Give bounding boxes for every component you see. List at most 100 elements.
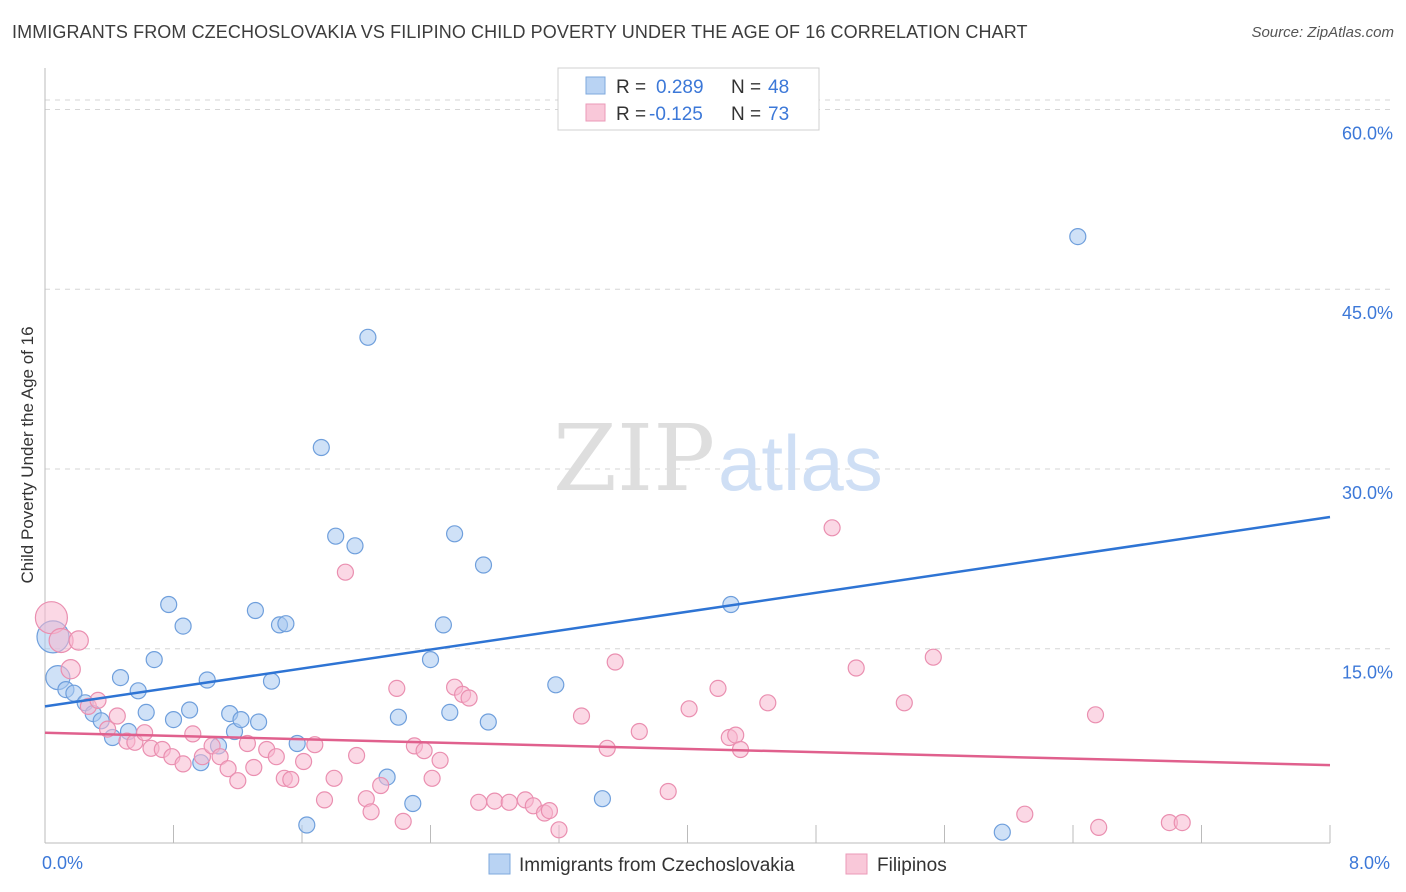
point-filipinos-61 [727, 726, 745, 744]
point-filipinos-70 [1090, 818, 1108, 837]
point-czechoslovakia-24 [250, 713, 268, 731]
point-filipinos-15 [184, 725, 202, 743]
trend-lines [44, 515, 1331, 767]
legend-swatch-czechoslovakia [585, 76, 606, 95]
point-filipinos-51 [540, 801, 559, 820]
watermark-atlas: atlas [718, 419, 883, 507]
point-filipinos-29 [315, 791, 334, 809]
x-ticks [44, 825, 1331, 843]
point-filipinos-45 [470, 793, 488, 811]
correlation-legend: R = 0.289 N = 48 R = -0.125 N = 73 [557, 67, 820, 131]
legend-swatch-filipinos [585, 103, 606, 122]
point-filipinos-35 [372, 776, 390, 795]
point-czechoslovakia-25 [262, 672, 281, 690]
point-filipinos-55 [606, 653, 624, 671]
point-czechoslovakia-11 [137, 703, 155, 722]
point-filipinos-30 [325, 769, 343, 787]
point-czechoslovakia-30 [312, 438, 330, 457]
y-tick-label-15: 15.0% [1342, 663, 1393, 683]
point-filipinos-54 [598, 739, 616, 757]
point-filipinos-46 [486, 792, 504, 810]
point-filipinos-64 [823, 519, 841, 537]
point-filipinos-31 [336, 563, 354, 581]
y-tick-label-60: 60.0% [1342, 123, 1393, 143]
point-czechoslovakia-14 [164, 710, 183, 729]
point-czechoslovakia-18 [198, 671, 216, 689]
x-tick-label-max: 8.0% [1349, 853, 1390, 873]
point-czechoslovakia-33 [359, 328, 377, 346]
series-legend: Immigrants from Czechoslovakia Filipinos [488, 853, 947, 876]
point-filipinos-3 [60, 659, 81, 680]
y-axis-label: Child Poverty Under the Age of 16 [18, 326, 37, 583]
point-czechoslovakia-29 [298, 816, 316, 834]
trend-line-filipinos [44, 731, 1331, 767]
point-czechoslovakia-27 [277, 615, 295, 633]
point-filipinos-19 [219, 760, 237, 778]
point-filipinos-34 [362, 803, 380, 821]
point-czechoslovakia-47 [1069, 228, 1087, 246]
gridlines [45, 99, 1395, 650]
point-filipinos-7 [108, 707, 126, 725]
point-filipinos-26 [282, 770, 300, 789]
point-filipinos-41 [431, 751, 449, 769]
legend-r-label-2: R = [616, 104, 646, 125]
point-filipinos-14 [174, 755, 192, 773]
y-tick-label-45: 45.0% [1342, 303, 1393, 323]
point-filipinos-44 [460, 689, 478, 707]
point-czechoslovakia-40 [446, 525, 464, 543]
point-filipinos-68 [1016, 805, 1034, 823]
source-label: Source: ZipAtlas.com [1251, 24, 1394, 41]
point-czechoslovakia-22 [232, 710, 250, 729]
point-czechoslovakia-12 [145, 650, 163, 669]
legend-n-value-2: 73 [768, 104, 789, 125]
point-filipinos-56 [630, 722, 648, 741]
point-filipinos-2 [68, 630, 89, 651]
point-filipinos-32 [348, 746, 366, 765]
point-filipinos-47 [500, 793, 518, 811]
point-czechoslovakia-46 [993, 823, 1011, 841]
point-filipinos-63 [759, 694, 777, 712]
data-points [34, 228, 1191, 841]
legend-n-label-1: N = [731, 77, 761, 98]
point-filipinos-53 [572, 707, 591, 725]
watermark: ZIP atlas [553, 405, 883, 512]
point-czechoslovakia-31 [327, 527, 345, 545]
trend-line-czechoslovakia [44, 515, 1331, 708]
legend-r-value-2: -0.125 [649, 104, 703, 125]
y-tick-labels: 15.0% 30.0% 45.0% 60.0% [1342, 123, 1393, 682]
point-filipinos-16 [193, 748, 211, 766]
point-czechoslovakia-42 [479, 713, 497, 731]
point-filipinos-69 [1086, 706, 1105, 724]
point-filipinos-67 [924, 648, 942, 666]
point-filipinos-39 [415, 742, 433, 760]
watermark-zip: ZIP [553, 405, 715, 512]
series-name-czechoslovakia: Immigrants from Czechoslovakia [519, 855, 795, 876]
point-czechoslovakia-37 [421, 650, 440, 669]
point-czechoslovakia-8 [111, 668, 130, 687]
point-czechoslovakia-16 [181, 701, 199, 719]
point-filipinos-36 [388, 679, 406, 698]
point-filipinos-22 [245, 758, 263, 777]
point-czechoslovakia-32 [346, 537, 364, 555]
point-filipinos-57 [659, 782, 677, 801]
point-filipinos-58 [680, 700, 698, 718]
series-swatch-filipinos [845, 853, 868, 875]
point-czechoslovakia-44 [593, 790, 612, 808]
legend-r-value-1: 0.289 [656, 77, 704, 98]
point-filipinos-21 [238, 734, 256, 753]
legend-n-value-1: 48 [768, 77, 789, 98]
point-czechoslovakia-39 [441, 703, 459, 722]
legend-n-label-2: N = [731, 104, 761, 125]
point-filipinos-24 [267, 748, 285, 766]
point-filipinos-10 [136, 724, 154, 742]
point-filipinos-52 [550, 821, 568, 839]
point-czechoslovakia-38 [434, 616, 452, 634]
point-czechoslovakia-36 [404, 794, 422, 813]
point-czechoslovakia-43 [547, 676, 565, 694]
point-filipinos-40 [423, 769, 441, 787]
y-tick-label-30: 30.0% [1342, 483, 1393, 503]
point-filipinos-18 [211, 748, 229, 766]
point-filipinos-27 [295, 752, 313, 771]
point-filipinos-37 [394, 812, 412, 831]
